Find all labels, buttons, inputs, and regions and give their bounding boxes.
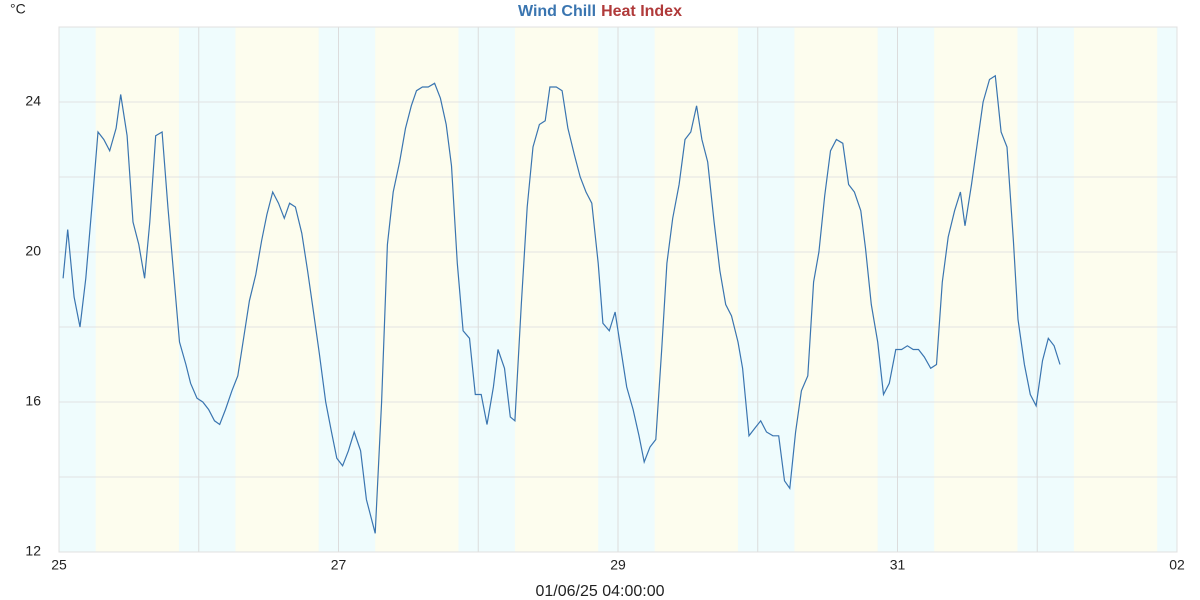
y-tick-label: 24 xyxy=(25,93,41,109)
x-axis-label: 01/06/25 04:00:00 xyxy=(535,583,664,600)
y-tick-label: 20 xyxy=(25,243,41,259)
plot-border xyxy=(58,26,1178,553)
y-tick-label: 12 xyxy=(25,543,41,559)
daylight-band xyxy=(1073,27,1158,552)
x-tick-label: 27 xyxy=(331,557,347,573)
x-tick-label: 31 xyxy=(890,557,906,573)
legend-entry: Heat Index xyxy=(601,3,682,20)
line-series xyxy=(62,74,1061,534)
daylight-band xyxy=(375,27,459,552)
daylight-band xyxy=(95,27,179,552)
daylight-band xyxy=(794,27,878,552)
daylight-band xyxy=(235,27,319,552)
daylight-band xyxy=(654,27,738,552)
x-tick-label: 29 xyxy=(610,557,626,573)
x-tick-label: 25 xyxy=(51,557,67,573)
legend-entry: Wind Chill xyxy=(518,3,596,20)
y-tick-label: 16 xyxy=(25,393,41,409)
y-unit: °C xyxy=(10,1,26,17)
daylight-band xyxy=(514,27,599,552)
daylight-band xyxy=(934,27,1018,552)
x-tick-label: 02 xyxy=(1169,557,1185,573)
legend: Wind Chill Heat Index xyxy=(518,3,682,20)
